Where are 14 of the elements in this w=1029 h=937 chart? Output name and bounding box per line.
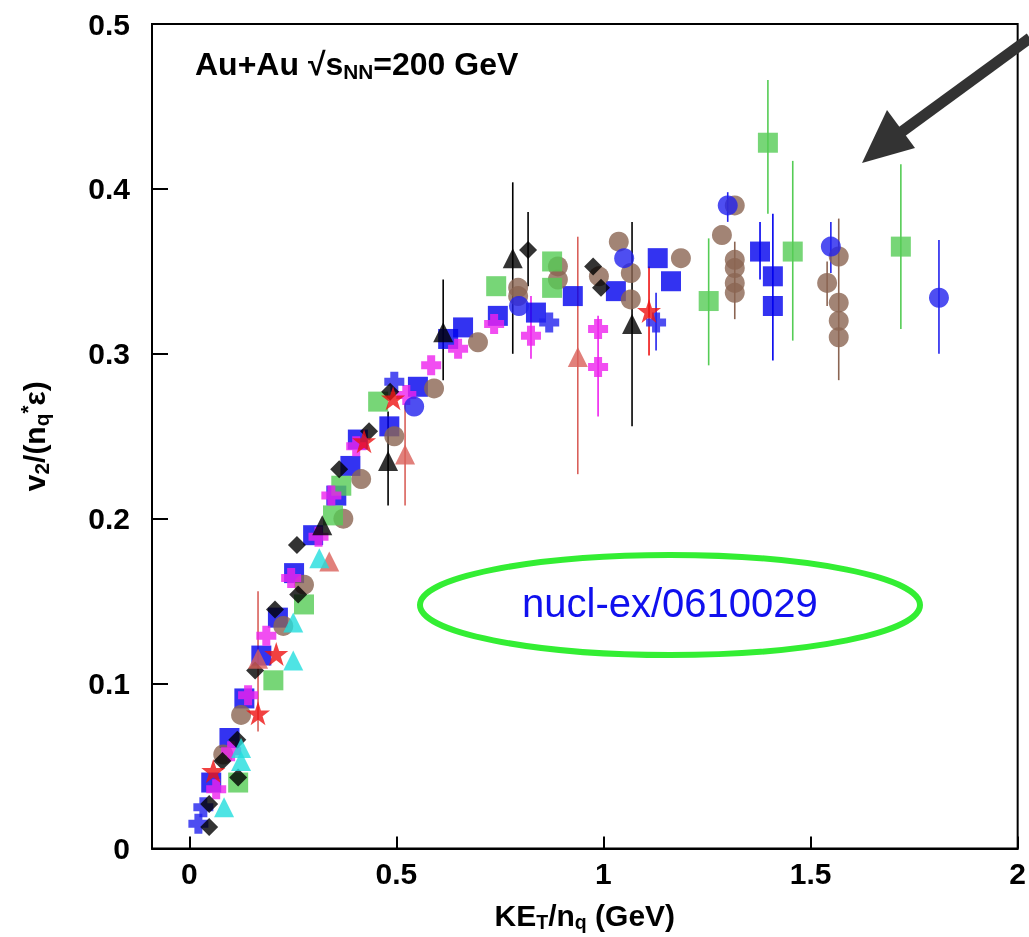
x-tick-label: 1	[595, 857, 612, 890]
x-tick-label: 0	[180, 857, 198, 890]
y-tick-label: 0	[113, 832, 130, 865]
y-tick-label: 0.2	[88, 502, 130, 536]
x-tick-label: 0.5	[375, 857, 418, 890]
annotation: nucl-ex/0610029	[522, 581, 818, 625]
x-tick-label: 1.5	[789, 857, 832, 890]
y-axis-title: v2/(nq*ε)	[15, 381, 53, 492]
y-tick-label: 0.5	[88, 7, 130, 41]
x-tick-label: 2	[1009, 857, 1026, 890]
annotation: Au+Au √sNN=200 GeV	[195, 46, 519, 83]
y-tick-label: 0.1	[88, 667, 130, 701]
y-tick-label: 0.3	[88, 337, 130, 371]
y-tick-label: 0.4	[88, 172, 131, 206]
